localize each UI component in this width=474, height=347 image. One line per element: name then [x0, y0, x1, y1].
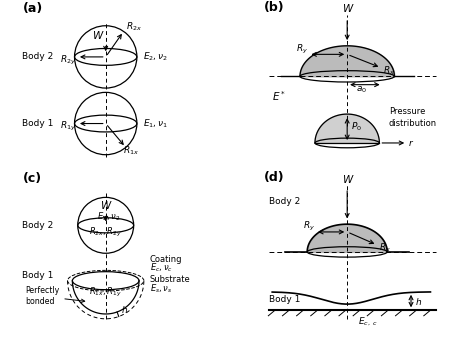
Text: $E_1, \nu_1$: $E_1, \nu_1$	[143, 117, 168, 130]
Text: $E_{c,\ c}$: $E_{c,\ c}$	[358, 315, 378, 328]
Text: $R_x$: $R_x$	[379, 242, 392, 254]
Text: $h$: $h$	[121, 304, 128, 315]
Text: Body 1: Body 1	[22, 119, 54, 128]
Text: Body 1: Body 1	[269, 295, 301, 304]
Text: $R_y$: $R_y$	[303, 220, 315, 233]
Text: $W$: $W$	[100, 199, 113, 211]
Text: $R_{1x}$: $R_{1x}$	[123, 145, 139, 157]
Text: $R_{1y}$: $R_{1y}$	[60, 120, 76, 133]
Text: Body 2: Body 2	[269, 197, 301, 206]
Text: $R_y$: $R_y$	[296, 42, 309, 56]
Text: $h$: $h$	[415, 296, 422, 306]
Text: $R_{2x}$: $R_{2x}$	[126, 20, 142, 33]
Text: $E^*$: $E^*$	[272, 90, 286, 103]
Text: Pressure
distribution: Pressure distribution	[389, 107, 437, 128]
Text: $E_2, \nu_2$: $E_2, \nu_2$	[143, 51, 168, 63]
Text: $E_2, \nu_2$: $E_2, \nu_2$	[97, 211, 120, 223]
Text: (b): (b)	[264, 1, 284, 14]
Text: $r$: $r$	[408, 138, 414, 148]
Text: $E_s, \nu_s$: $E_s, \nu_s$	[150, 282, 172, 295]
Text: Body 2: Body 2	[22, 221, 54, 230]
Text: $P_0$: $P_0$	[351, 121, 362, 134]
Text: Substrate: Substrate	[150, 275, 191, 284]
Text: $W$: $W$	[342, 172, 354, 185]
Text: $E_c, \nu_c$: $E_c, \nu_c$	[150, 262, 173, 274]
Text: $R_{2x}, R_{2y}$: $R_{2x}, R_{2y}$	[90, 226, 122, 239]
Text: Perfectly
bonded: Perfectly bonded	[25, 286, 85, 306]
Text: $R_{1x}, R_{1y}$: $R_{1x}, R_{1y}$	[90, 286, 122, 299]
Text: Coating: Coating	[150, 255, 182, 264]
Text: (d): (d)	[264, 171, 284, 184]
Text: $a_0$: $a_0$	[356, 85, 367, 95]
Text: Body 2: Body 2	[22, 52, 54, 61]
Text: (c): (c)	[22, 172, 42, 185]
Text: $W$: $W$	[92, 29, 104, 41]
Text: $R_{2y}$: $R_{2y}$	[60, 54, 76, 67]
Text: $W$: $W$	[342, 2, 354, 15]
Text: (a): (a)	[22, 2, 43, 15]
Polygon shape	[315, 114, 379, 143]
Text: $R_x$: $R_x$	[383, 64, 395, 77]
Text: Body 1: Body 1	[22, 271, 54, 280]
